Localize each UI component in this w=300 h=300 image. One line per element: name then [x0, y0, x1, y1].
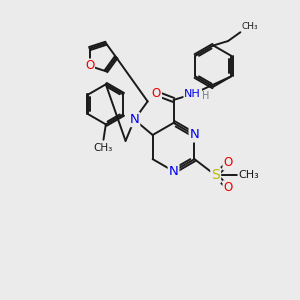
Text: CH₃: CH₃: [238, 170, 259, 180]
Text: O: O: [152, 87, 161, 100]
Text: O: O: [224, 157, 233, 169]
Text: O: O: [85, 59, 94, 72]
Text: N: N: [130, 113, 139, 126]
Text: CH₃: CH₃: [94, 143, 113, 153]
Text: H: H: [202, 92, 209, 101]
Text: S: S: [211, 168, 220, 182]
Text: N: N: [190, 128, 199, 142]
Text: NH: NH: [184, 89, 201, 99]
Text: N: N: [169, 165, 178, 178]
Text: CH₃: CH₃: [242, 22, 259, 31]
Text: O: O: [224, 181, 233, 194]
